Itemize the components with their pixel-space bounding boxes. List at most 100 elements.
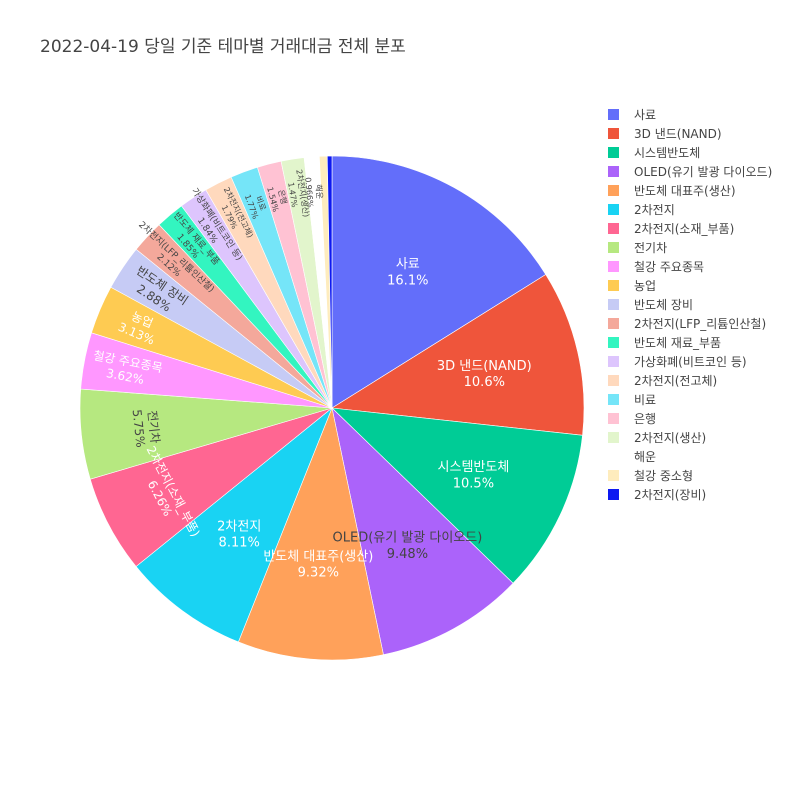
slice-percent-text: 0.966% bbox=[303, 177, 314, 209]
slice-label-oled-유기-발광-다이오드: OLED(유기 발광 다이오드)9.48% bbox=[333, 531, 483, 562]
pie-slice-시스템반도체[interactable] bbox=[331, 407, 583, 584]
legend-label: 가상화폐(비트코인 등) bbox=[634, 355, 747, 369]
legend-item-가상화폐-비트코인-등[interactable]: 가상화폐(비트코인 등) bbox=[608, 352, 772, 371]
legend-swatch bbox=[608, 166, 619, 177]
legend-item-사료[interactable]: 사료 bbox=[608, 105, 772, 124]
legend-label: 반도체 재료_부품 bbox=[634, 336, 722, 350]
legend-swatch bbox=[608, 204, 619, 215]
legend-item-반도체-대표주-생산[interactable]: 반도체 대표주(생산) bbox=[608, 181, 772, 200]
legend-item-2차전지-lfp-리튬인산철[interactable]: 2차전지(LFP_리튬인산철) bbox=[608, 314, 772, 333]
legend-swatch bbox=[608, 470, 619, 481]
pie-slice-2차전지[interactable] bbox=[135, 407, 333, 643]
slice-percent-text: 10.5% bbox=[453, 476, 494, 491]
slice-percent-text: 5.75% bbox=[130, 409, 148, 448]
legend-item-oled-유기-발광-다이오드[interactable]: OLED(유기 발광 다이오드) bbox=[608, 162, 772, 181]
legend-swatch bbox=[608, 394, 619, 405]
legend-label: 시스템반도체 bbox=[634, 146, 701, 160]
legend-label: OLED(유기 발광 다이오드) bbox=[634, 165, 773, 179]
legend-swatch bbox=[608, 299, 619, 310]
slice-percent-text: 1.47% bbox=[286, 182, 299, 209]
legend-label: 농업 bbox=[634, 279, 657, 293]
pie-slice-사료[interactable] bbox=[331, 155, 547, 409]
legend-item-2차전지-소재-부품[interactable]: 2차전지(소재_부품) bbox=[608, 219, 772, 238]
legend-item-3d-낸드-nand[interactable]: 3D 낸드(NAND) bbox=[608, 124, 772, 143]
legend-swatch bbox=[608, 242, 619, 253]
legend-item-전기차[interactable]: 전기차 bbox=[608, 238, 772, 257]
slice-name-text: 시스템반도체 bbox=[438, 460, 510, 475]
legend-item-2차전지[interactable]: 2차전지 bbox=[608, 200, 772, 219]
legend-item-2차전지-장비[interactable]: 2차전지(장비) bbox=[608, 485, 772, 504]
slice-percent-text: 9.32% bbox=[298, 566, 339, 581]
legend-item-철강-주요종목[interactable]: 철강 주요종목 bbox=[608, 257, 772, 276]
legend-item-철강-중소형[interactable]: 철강 중소형 bbox=[608, 466, 772, 485]
slice-percent-text: 8.11% bbox=[219, 536, 260, 551]
legend-swatch bbox=[608, 280, 619, 291]
legend-label: 2차전지(LFP_리튬인산철) bbox=[634, 317, 767, 331]
legend-label: 반도체 대표주(생산) bbox=[634, 184, 736, 198]
legend-swatch bbox=[608, 451, 619, 462]
legend-label: 사료 bbox=[634, 108, 657, 122]
legend-item-2차전지-전고체[interactable]: 2차전지(전고체) bbox=[608, 371, 772, 390]
legend-swatch bbox=[608, 375, 619, 386]
legend-label: 해운 bbox=[634, 450, 657, 464]
legend-item-시스템반도체[interactable]: 시스템반도체 bbox=[608, 143, 772, 162]
legend-swatch bbox=[608, 432, 619, 443]
chart-title: 2022-04-19 당일 기준 테마별 거래대금 전체 분포 bbox=[40, 37, 406, 57]
slice-name-text: 2차전지 bbox=[217, 519, 261, 534]
legend-label: 2차전지(소재_부품) bbox=[634, 222, 735, 236]
legend-swatch bbox=[608, 318, 619, 329]
slice-name-text: OLED(유기 발광 다이오드) bbox=[333, 531, 483, 546]
legend-swatch bbox=[608, 147, 619, 158]
legend-item-은행[interactable]: 은행 bbox=[608, 409, 772, 428]
pie-slices bbox=[79, 155, 585, 661]
slice-name-text: 3D 낸드(NAND) bbox=[437, 359, 532, 374]
pie-slice-oled-유기-발광-다이오드[interactable] bbox=[331, 407, 514, 656]
legend-label: 2차전지(전고체) bbox=[634, 374, 718, 388]
slice-percent-text: 9.48% bbox=[387, 547, 428, 562]
pie-slice-2차전지-장비[interactable] bbox=[326, 155, 333, 409]
slice-label-반도체-대표주-생산: 반도체 대표주(생산) 9.32% bbox=[263, 549, 373, 580]
slice-name-text: 해운 bbox=[314, 184, 325, 199]
pie-slice-반도체-대표주-생산[interactable] bbox=[237, 406, 384, 661]
legend-label: 2차전지 bbox=[634, 203, 675, 217]
slice-name-text: 전기차 bbox=[145, 410, 162, 444]
slice-percent-text: 10.6% bbox=[464, 375, 505, 390]
slice-name-text: 반도체 대표주(생산) bbox=[263, 549, 373, 564]
legend-swatch bbox=[608, 413, 619, 424]
legend-label: 2차전지(장비) bbox=[634, 488, 707, 502]
legend-swatch bbox=[608, 261, 619, 272]
legend-swatch bbox=[608, 128, 619, 139]
legend-item-해운[interactable]: 해운 bbox=[608, 447, 772, 466]
slice-label-3d-낸드-nand: 3D 낸드(NAND)10.6% bbox=[437, 359, 532, 390]
legend-swatch bbox=[608, 185, 619, 196]
slice-label-2차전지: 2차전지 8.11% bbox=[217, 519, 261, 550]
slice-percent-text: 16.1% bbox=[387, 273, 428, 288]
slice-name-text: 은행 bbox=[276, 188, 289, 205]
legend-swatch bbox=[608, 337, 619, 348]
legend-swatch bbox=[608, 489, 619, 500]
legend-item-2차전지-생산[interactable]: 2차전지(생산) bbox=[608, 428, 772, 447]
legend-label: 철강 주요종목 bbox=[634, 260, 705, 274]
legend-label: 3D 낸드(NAND) bbox=[634, 127, 722, 141]
legend-swatch bbox=[608, 223, 619, 234]
legend: 사료 3D 낸드(NAND) 시스템반도체 OLED(유기 발광 다이오드) 반도체 대… bbox=[608, 105, 772, 504]
slice-label-해운: 해운0.966% bbox=[303, 177, 325, 209]
legend-item-반도체-장비[interactable]: 반도체 장비 bbox=[608, 295, 772, 314]
legend-label: 반도체 장비 bbox=[634, 298, 694, 312]
pie-slice-3d-낸드-nand[interactable] bbox=[331, 274, 585, 436]
legend-item-농업[interactable]: 농업 bbox=[608, 276, 772, 295]
legend-label: 전기차 bbox=[634, 241, 668, 255]
legend-item-비료[interactable]: 비료 bbox=[608, 390, 772, 409]
legend-swatch bbox=[608, 356, 619, 367]
legend-item-반도체-재료-부품[interactable]: 반도체 재료_부품 bbox=[608, 333, 772, 352]
legend-label: 비료 bbox=[634, 393, 657, 407]
legend-label: 은행 bbox=[634, 412, 657, 426]
legend-label: 철강 중소형 bbox=[634, 469, 694, 483]
legend-swatch bbox=[608, 109, 619, 120]
legend-label: 2차전지(생산) bbox=[634, 431, 707, 445]
slice-name-text: 사료 bbox=[396, 257, 420, 272]
